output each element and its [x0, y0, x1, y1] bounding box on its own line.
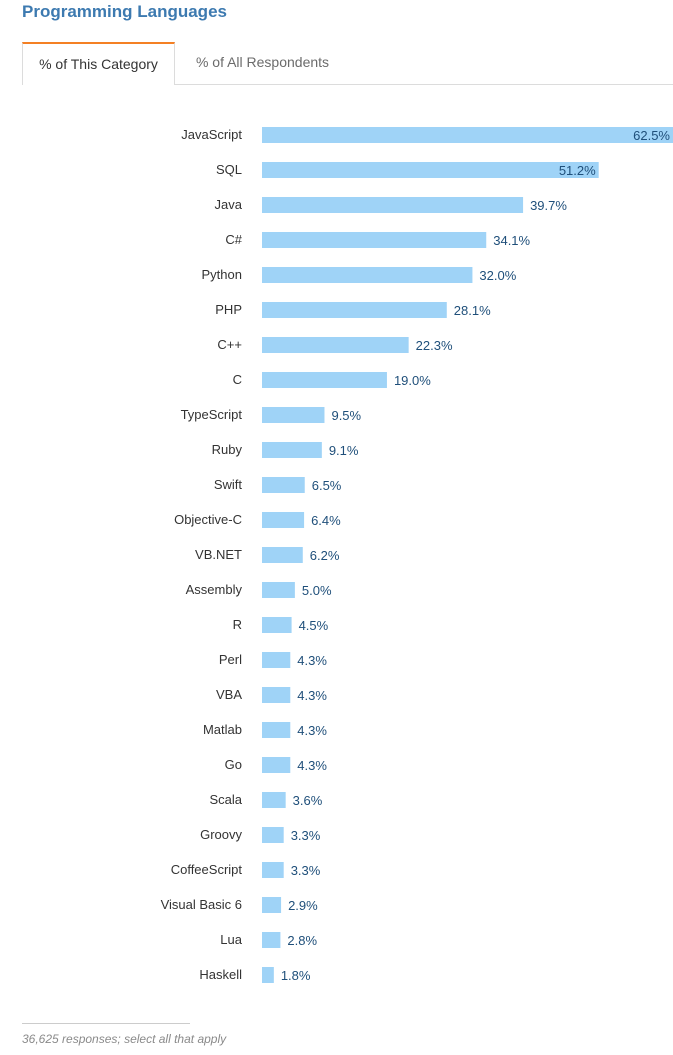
category-label-vb-net: VB.NET: [195, 547, 242, 562]
value-label-c: 19.0%: [394, 373, 431, 388]
tab-this-category[interactable]: % of This Category: [22, 42, 175, 85]
bar-r: [262, 617, 292, 633]
category-label-swift: Swift: [214, 477, 243, 492]
bar-java: [262, 197, 524, 213]
value-label-scala: 3.6%: [293, 793, 323, 808]
value-label-lua: 2.8%: [287, 933, 317, 948]
value-label-php: 28.1%: [454, 303, 491, 318]
bar-go: [262, 757, 291, 773]
category-label-perl: Perl: [219, 652, 242, 667]
value-label-vb-net: 6.2%: [310, 548, 340, 563]
bar-lua: [262, 932, 281, 948]
bar-coffeescript: [262, 862, 284, 878]
category-label-lua: Lua: [220, 932, 242, 947]
category-label-groovy: Groovy: [200, 827, 242, 842]
bar-php: [262, 302, 447, 318]
page-title: Programming Languages: [22, 2, 227, 21]
bar-vba: [262, 687, 291, 703]
category-label-haskell: Haskell: [199, 967, 242, 982]
tab-bar: % of This Category % of All Respondents: [22, 42, 673, 85]
value-label-java: 39.7%: [530, 198, 567, 213]
value-label-ruby: 9.1%: [329, 443, 359, 458]
value-label-coffeescript: 3.3%: [291, 863, 321, 878]
category-label-go: Go: [225, 757, 242, 772]
category-label-objective-c: Objective-C: [174, 512, 242, 527]
value-label-javascript: 62.5%: [633, 128, 670, 143]
value-label-c: 22.3%: [416, 338, 453, 353]
bar-matlab: [262, 722, 291, 738]
value-label-groovy: 3.3%: [291, 828, 321, 843]
category-label-scala: Scala: [209, 792, 242, 807]
value-label-haskell: 1.8%: [281, 968, 311, 983]
value-label-assembly: 5.0%: [302, 583, 332, 598]
category-label-typescript: TypeScript: [181, 407, 243, 422]
bar-python: [262, 267, 473, 283]
bar-swift: [262, 477, 305, 493]
category-label-coffeescript: CoffeeScript: [171, 862, 243, 877]
category-label-sql: SQL: [216, 162, 242, 177]
value-label-objective-c: 6.4%: [311, 513, 341, 528]
category-label-javascript: JavaScript: [181, 127, 242, 142]
bar-groovy: [262, 827, 284, 843]
value-label-go: 4.3%: [297, 758, 327, 773]
value-label-sql: 51.2%: [559, 163, 596, 178]
bar-visual-basic-6: [262, 897, 282, 913]
category-label-c: C#: [225, 232, 242, 247]
category-label-visual-basic-6: Visual Basic 6: [161, 897, 242, 912]
value-label-matlab: 4.3%: [297, 723, 327, 738]
value-label-visual-basic-6: 2.9%: [288, 898, 318, 913]
bar-vb-net: [262, 547, 303, 563]
value-label-python: 32.0%: [479, 268, 516, 283]
value-label-r: 4.5%: [299, 618, 329, 633]
category-label-assembly: Assembly: [186, 582, 243, 597]
category-label-r: R: [233, 617, 242, 632]
category-label-vba: VBA: [216, 687, 242, 702]
value-label-vba: 4.3%: [297, 688, 327, 703]
bar-scala: [262, 792, 286, 808]
bar-c: [262, 232, 487, 248]
footnote: 36,625 responses; select all that apply: [22, 1032, 227, 1046]
value-label-swift: 6.5%: [312, 478, 342, 493]
bar-perl: [262, 652, 291, 668]
bar-typescript: [262, 407, 325, 423]
footnote-divider: [22, 1023, 190, 1024]
category-label-matlab: Matlab: [203, 722, 242, 737]
tab-all-respondents[interactable]: % of All Respondents: [195, 54, 330, 70]
value-label-perl: 4.3%: [297, 653, 327, 668]
bar-haskell: [262, 967, 274, 983]
category-label-ruby: Ruby: [212, 442, 243, 457]
category-label-php: PHP: [215, 302, 242, 317]
value-label-c: 34.1%: [493, 233, 530, 248]
bar-sql: [262, 162, 599, 178]
bar-ruby: [262, 442, 322, 458]
bar-chart: JavaScript 62.5% SQL 51.2% Java 39.7% C# 34.1% P…: [161, 127, 673, 983]
category-label-python: Python: [202, 267, 242, 282]
value-label-typescript: 9.5%: [331, 408, 361, 423]
category-label-c: C: [233, 372, 242, 387]
bar-javascript: [262, 127, 673, 143]
bar-c: [262, 337, 409, 353]
category-label-java: Java: [215, 197, 243, 212]
category-label-c: C++: [217, 337, 242, 352]
bar-assembly: [262, 582, 295, 598]
bar-objective-c: [262, 512, 305, 528]
bar-c: [262, 372, 387, 388]
